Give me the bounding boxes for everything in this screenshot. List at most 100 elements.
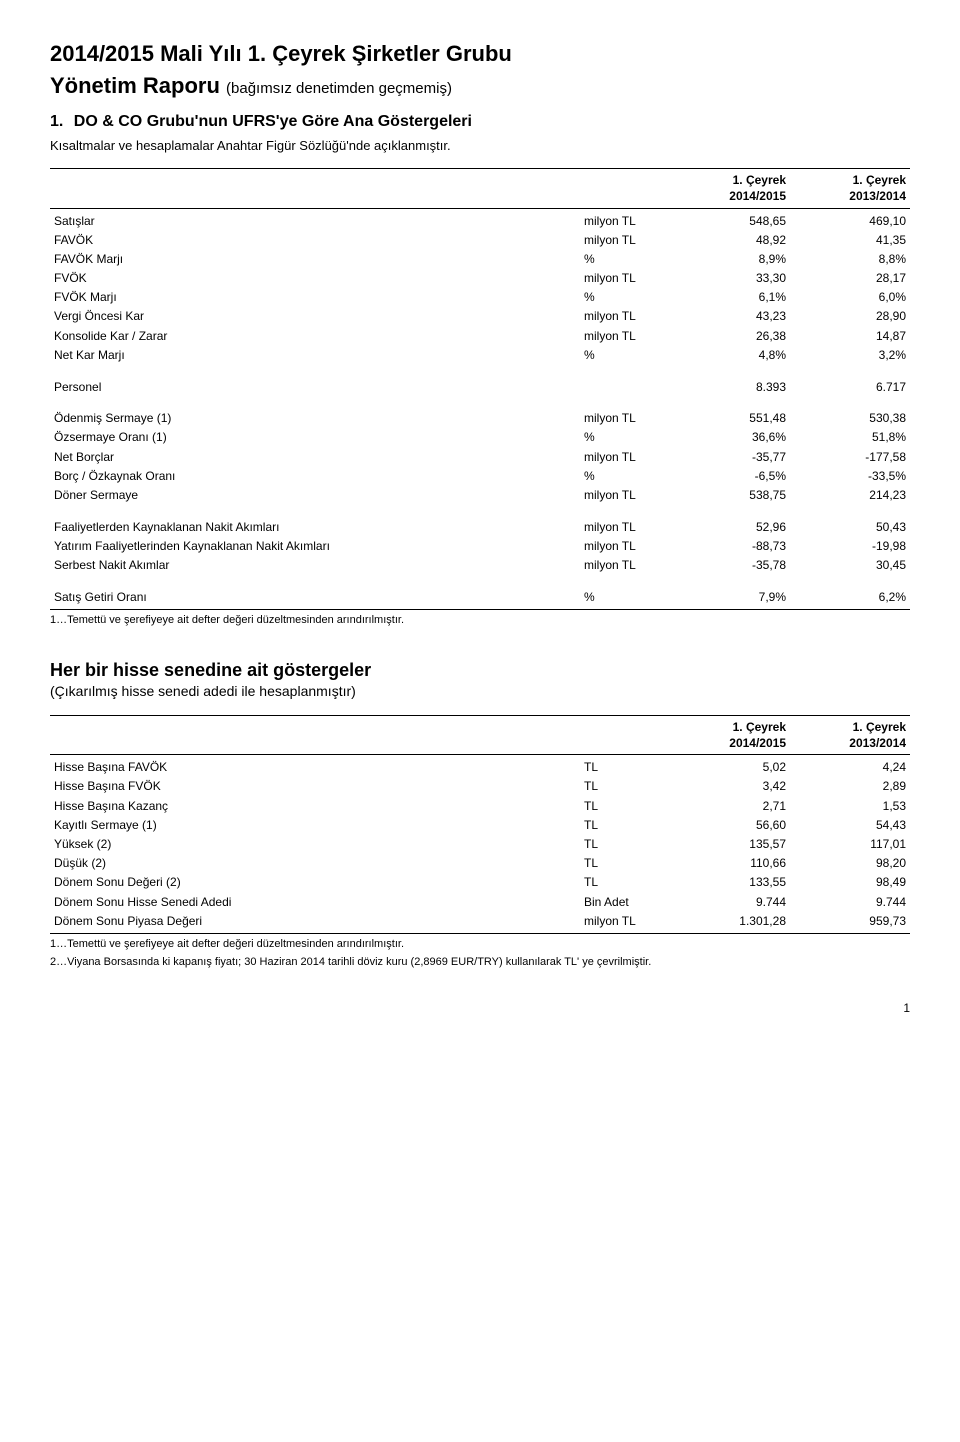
- row-value-current: 6,1%: [670, 288, 790, 307]
- row-value-prior: -33,5%: [790, 466, 910, 485]
- t2-head-col2: 1. Çeyrek 2014/2015: [670, 715, 790, 754]
- row-value-current: 1.301,28: [670, 911, 790, 933]
- t1-head-unit: [580, 169, 670, 208]
- row-value-prior: 1,53: [790, 796, 910, 815]
- row-unit: %: [580, 249, 670, 268]
- row-value-current: 7,9%: [670, 575, 790, 610]
- row-value-current: -6,5%: [670, 466, 790, 485]
- table-row: FAVÖKmilyon TL48,9241,35: [50, 230, 910, 249]
- row-value-prior: 4,24: [790, 755, 910, 777]
- table-row: Hisse Başına FVÖKTL3,422,89: [50, 777, 910, 796]
- row-label: Kayıtlı Sermaye (1): [50, 815, 580, 834]
- row-value-prior: 117,01: [790, 835, 910, 854]
- row-unit: milyon TL: [580, 307, 670, 326]
- row-unit: milyon TL: [580, 505, 670, 537]
- t2-head-blank: [50, 715, 580, 754]
- row-value-current: 110,66: [670, 854, 790, 873]
- row-unit: %: [580, 345, 670, 364]
- row-value-current: 135,57: [670, 835, 790, 854]
- row-value-current: -88,73: [670, 536, 790, 555]
- row-value-current: 3,42: [670, 777, 790, 796]
- section-heading: 1. DO & CO Grubu'nun UFRS'ye Göre Ana Gö…: [50, 111, 910, 133]
- table-row: Net Borçlarmilyon TL-35,77-177,58: [50, 447, 910, 466]
- row-unit: Bin Adet: [580, 892, 670, 911]
- row-value-prior: 6.717: [790, 365, 910, 397]
- row-unit: milyon TL: [580, 208, 670, 230]
- row-label: Hisse Başına Kazanç: [50, 796, 580, 815]
- row-label: Özsermaye Oranı (1): [50, 428, 580, 447]
- row-unit: milyon TL: [580, 556, 670, 575]
- row-value-current: 52,96: [670, 505, 790, 537]
- row-value-prior: 469,10: [790, 208, 910, 230]
- table-row: Konsolide Kar / Zararmilyon TL26,3814,87: [50, 326, 910, 345]
- t2-footnote-1: 1…Temettü ve şerefiyeye ait defter değer…: [50, 937, 910, 952]
- row-unit: milyon TL: [580, 326, 670, 345]
- row-unit: TL: [580, 854, 670, 873]
- row-label: Vergi Öncesi Kar: [50, 307, 580, 326]
- row-label: FVÖK Marjı: [50, 288, 580, 307]
- row-label: Net Kar Marjı: [50, 345, 580, 364]
- row-label: Dönem Sonu Piyasa Değeri: [50, 911, 580, 933]
- table-row: Kayıtlı Sermaye (1)TL56,6054,43: [50, 815, 910, 834]
- row-label: Hisse Başına FAVÖK: [50, 755, 580, 777]
- t1-head-col3: 1. Çeyrek 2013/2014: [790, 169, 910, 208]
- row-value-prior: 2,89: [790, 777, 910, 796]
- per-share-table: 1. Çeyrek 2014/2015 1. Çeyrek 2013/2014 …: [50, 715, 910, 934]
- row-label: Personel: [50, 365, 580, 397]
- row-label: Yatırım Faaliyetlerinden Kaynaklanan Nak…: [50, 536, 580, 555]
- title-paren: (bağımsız denetimden geçmemiş): [226, 80, 452, 97]
- row-value-current: 4,8%: [670, 345, 790, 364]
- row-unit: milyon TL: [580, 269, 670, 288]
- table-row: FVÖKmilyon TL33,3028,17: [50, 269, 910, 288]
- row-unit: TL: [580, 815, 670, 834]
- row-value-prior: 14,87: [790, 326, 910, 345]
- row-label: Yüksek (2): [50, 835, 580, 854]
- table-row: Dönem Sonu Piyasa Değerimilyon TL1.301,2…: [50, 911, 910, 933]
- row-value-prior: 6,2%: [790, 575, 910, 610]
- row-value-prior: 9.744: [790, 892, 910, 911]
- row-value-prior: 98,20: [790, 854, 910, 873]
- table-row: Serbest Nakit Akımlarmilyon TL-35,7830,4…: [50, 556, 910, 575]
- row-value-current: 48,92: [670, 230, 790, 249]
- table-row: FVÖK Marjı%6,1%6,0%: [50, 288, 910, 307]
- main-indicators-table: 1. Çeyrek 2014/2015 1. Çeyrek 2013/2014 …: [50, 168, 910, 610]
- table-row: Borç / Özkaynak Oranı%-6,5%-33,5%: [50, 466, 910, 485]
- row-value-current: 9.744: [670, 892, 790, 911]
- row-label: Satışlar: [50, 208, 580, 230]
- table-row: Personel8.3936.717: [50, 365, 910, 397]
- row-value-current: 8,9%: [670, 249, 790, 268]
- row-unit: %: [580, 288, 670, 307]
- t1-head-col2: 1. Çeyrek 2014/2015: [670, 169, 790, 208]
- table-row: Faaliyetlerden Kaynaklanan Nakit Akımlar…: [50, 505, 910, 537]
- table-row: Vergi Öncesi Karmilyon TL43,2328,90: [50, 307, 910, 326]
- row-unit: milyon TL: [580, 230, 670, 249]
- row-value-prior: 3,2%: [790, 345, 910, 364]
- row-value-current: 33,30: [670, 269, 790, 288]
- row-value-current: 43,23: [670, 307, 790, 326]
- row-label: Net Borçlar: [50, 447, 580, 466]
- intro-text: Kısaltmalar ve hesaplamalar Anahtar Figü…: [50, 137, 910, 155]
- row-unit: TL: [580, 755, 670, 777]
- row-unit: TL: [580, 873, 670, 892]
- table-row: Dönem Sonu Değeri (2)TL133,5598,49: [50, 873, 910, 892]
- t2-head-unit: [580, 715, 670, 754]
- table-row: Satışlarmilyon TL548,65469,10: [50, 208, 910, 230]
- row-value-prior: 28,90: [790, 307, 910, 326]
- row-value-current: -35,78: [670, 556, 790, 575]
- row-unit: TL: [580, 796, 670, 815]
- row-unit: milyon TL: [580, 447, 670, 466]
- row-label: Ödenmiş Sermaye (1): [50, 396, 580, 428]
- row-value-prior: 214,23: [790, 485, 910, 504]
- page-number: 1: [50, 1000, 910, 1016]
- row-unit: milyon TL: [580, 485, 670, 504]
- row-unit: [580, 365, 670, 397]
- t2-head-col3: 1. Çeyrek 2013/2014: [790, 715, 910, 754]
- table-row: Hisse Başına KazançTL2,711,53: [50, 796, 910, 815]
- row-unit: milyon TL: [580, 536, 670, 555]
- row-value-prior: 959,73: [790, 911, 910, 933]
- row-value-current: -35,77: [670, 447, 790, 466]
- sub-heading-paren: (Çıkarılmış hisse senedi adedi ile hesap…: [50, 682, 910, 701]
- t1-footnote: 1…Temettü ve şerefiyeye ait defter değer…: [50, 613, 910, 628]
- row-label: Serbest Nakit Akımlar: [50, 556, 580, 575]
- row-unit: %: [580, 575, 670, 610]
